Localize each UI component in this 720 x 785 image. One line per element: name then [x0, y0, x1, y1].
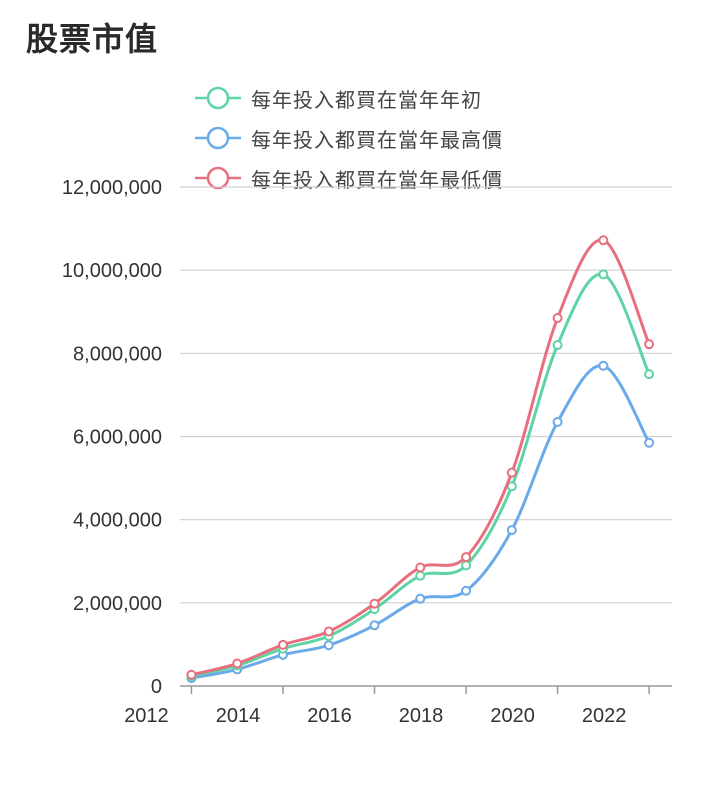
- data-point-year-low: [598, 235, 609, 246]
- y-tick-label: 2,000,000: [73, 593, 162, 615]
- legend-marker-year-start: [195, 86, 241, 110]
- data-point-year-high: [323, 640, 334, 651]
- data-point-year-low: [323, 626, 334, 637]
- data-point-year-low: [461, 552, 472, 563]
- legend-marker-year-low: [195, 166, 241, 190]
- y-tick-label: 0: [151, 676, 162, 698]
- y-tick-label: 10,000,000: [62, 260, 162, 282]
- legend-item-year-high[interactable]: 每年投入都買在當年最高價: [195, 118, 503, 158]
- series-line-year-low: [189, 238, 651, 677]
- data-point-year-high: [598, 360, 609, 371]
- data-point-year-low: [506, 467, 517, 478]
- data-point-year-high: [644, 437, 655, 448]
- legend-item-year-start[interactable]: 每年投入都買在當年年初: [195, 78, 503, 118]
- y-tick-label: 12,000,000: [62, 177, 162, 199]
- data-point-year-start: [552, 340, 563, 351]
- y-tick-label: 4,000,000: [73, 510, 162, 532]
- data-point-year-high: [415, 593, 426, 604]
- data-point-year-start: [415, 570, 426, 581]
- data-point-year-low: [232, 658, 243, 669]
- data-point-year-start: [644, 369, 655, 380]
- data-point-year-low: [369, 598, 380, 609]
- data-point-year-high: [461, 585, 472, 596]
- data-point-year-low: [644, 339, 655, 350]
- legend-circle-year-high: [206, 126, 230, 150]
- series-line-year-start: [189, 272, 651, 678]
- series-line-year-high: [189, 364, 651, 680]
- data-point-year-high: [506, 525, 517, 536]
- x-tick-label: 2022: [582, 705, 627, 727]
- x-tick-label: 2016: [307, 705, 352, 727]
- x-tick-label: 2012: [124, 705, 169, 727]
- data-point-year-low: [186, 669, 197, 680]
- data-point-year-low: [277, 639, 288, 650]
- data-point-year-start: [598, 269, 609, 280]
- y-tick-label: 8,000,000: [73, 343, 162, 365]
- data-point-year-low: [552, 312, 563, 323]
- legend-circle-year-low: [206, 166, 230, 190]
- x-tick-label: 2018: [399, 705, 444, 727]
- y-tick-label: 6,000,000: [73, 427, 162, 449]
- page-title: 股票市值: [26, 20, 159, 58]
- x-tick-label: 2014: [216, 705, 261, 727]
- data-point-year-high: [552, 416, 563, 427]
- legend-label-year-start: 每年投入都買在當年年初: [251, 87, 482, 112]
- x-tick-label: 2020: [490, 705, 535, 727]
- data-point-year-high: [369, 620, 380, 631]
- data-point-year-start: [461, 560, 472, 571]
- legend-marker-year-high: [195, 126, 241, 150]
- legend-label-year-high: 每年投入都買在當年最高價: [251, 127, 503, 152]
- legend-circle-year-start: [206, 86, 230, 110]
- data-point-year-low: [415, 562, 426, 573]
